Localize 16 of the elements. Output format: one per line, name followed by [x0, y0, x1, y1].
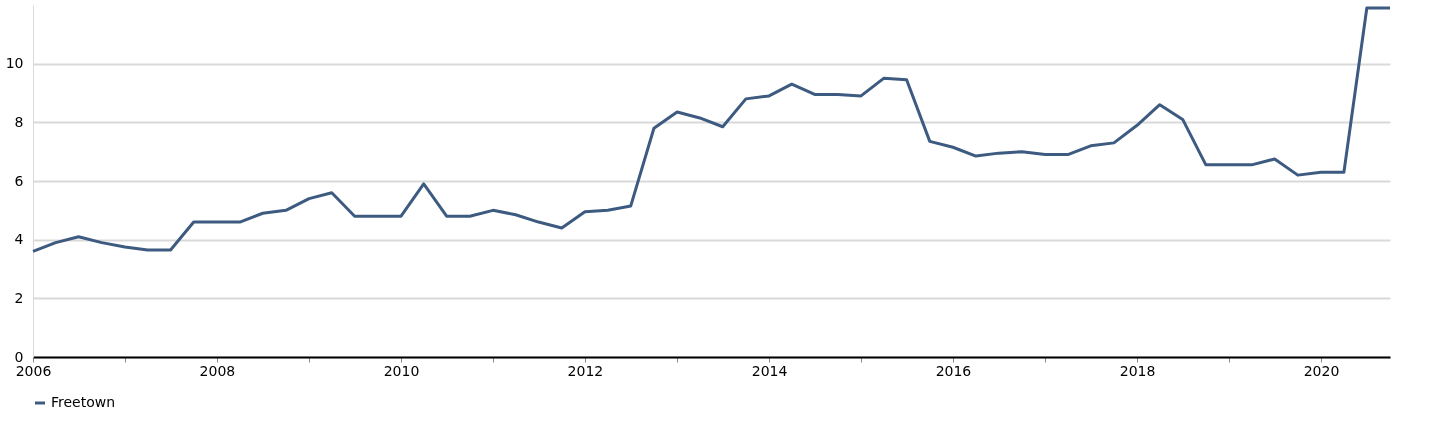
- y-tick-label: 10: [5, 55, 24, 72]
- y-tick-label: 2: [14, 289, 24, 306]
- legend-label: Freetown: [51, 394, 116, 410]
- y-tick-label: 6: [14, 172, 24, 189]
- x-tick-label: 2020: [1303, 362, 1340, 379]
- x-tick-label: 2016: [935, 362, 972, 379]
- x-tick-label: 2006: [15, 362, 52, 379]
- x-tick-label: 2008: [199, 362, 236, 379]
- y-tick-label: 0: [14, 348, 24, 365]
- y-tick-label: 8: [14, 113, 24, 130]
- x-tick-label: 2012: [567, 362, 604, 379]
- x-tick-label: 2010: [383, 362, 420, 379]
- line-series: [31, 6, 1392, 253]
- x-tick-label: 2018: [1119, 362, 1156, 379]
- y-tick-label: 4: [14, 231, 24, 248]
- x-tick-label: 2014: [751, 362, 788, 379]
